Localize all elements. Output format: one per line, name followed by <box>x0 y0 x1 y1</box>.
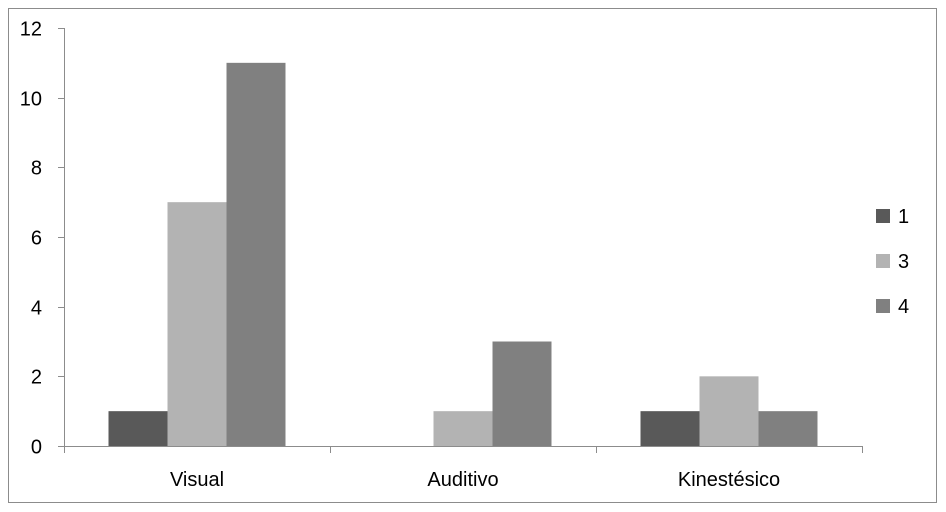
x-tick-label: Kinestésico <box>678 469 780 491</box>
legend-label: 4 <box>898 296 909 318</box>
y-tick-label: 4 <box>31 298 42 320</box>
bar-auditivo-series-4 <box>492 341 552 446</box>
y-tick-label: 2 <box>31 367 42 389</box>
x-tick-label: Auditivo <box>427 469 498 491</box>
bar-kinestésico-series-4 <box>758 411 818 446</box>
y-tick-label: 8 <box>31 158 42 180</box>
bar-visual-series-3 <box>167 202 227 446</box>
legend-label: 1 <box>898 206 909 228</box>
y-tick-label: 0 <box>31 437 42 459</box>
x-axis: Visual Auditivo Kinestésico <box>64 446 863 491</box>
legend-swatch-4 <box>876 299 890 313</box>
bar-visual-series-1 <box>108 411 168 446</box>
bar-auditivo-series-3 <box>433 411 493 446</box>
y-axis: 0 2 4 6 8 10 12 <box>20 19 65 459</box>
y-tick-label: 12 <box>20 19 42 41</box>
legend-label: 3 <box>898 251 909 273</box>
bar-kinestésico-series-1 <box>640 411 700 446</box>
legend-swatch-3 <box>876 254 890 268</box>
legend-swatch-1 <box>876 209 890 223</box>
bars <box>108 62 818 446</box>
x-tick-label: Visual <box>170 469 224 491</box>
legend: 1 3 4 <box>876 206 909 318</box>
y-tick-label: 6 <box>31 228 42 250</box>
bar-visual-series-4 <box>226 62 286 446</box>
y-tick-label: 10 <box>20 89 42 111</box>
bar-kinestésico-series-3 <box>699 376 759 446</box>
